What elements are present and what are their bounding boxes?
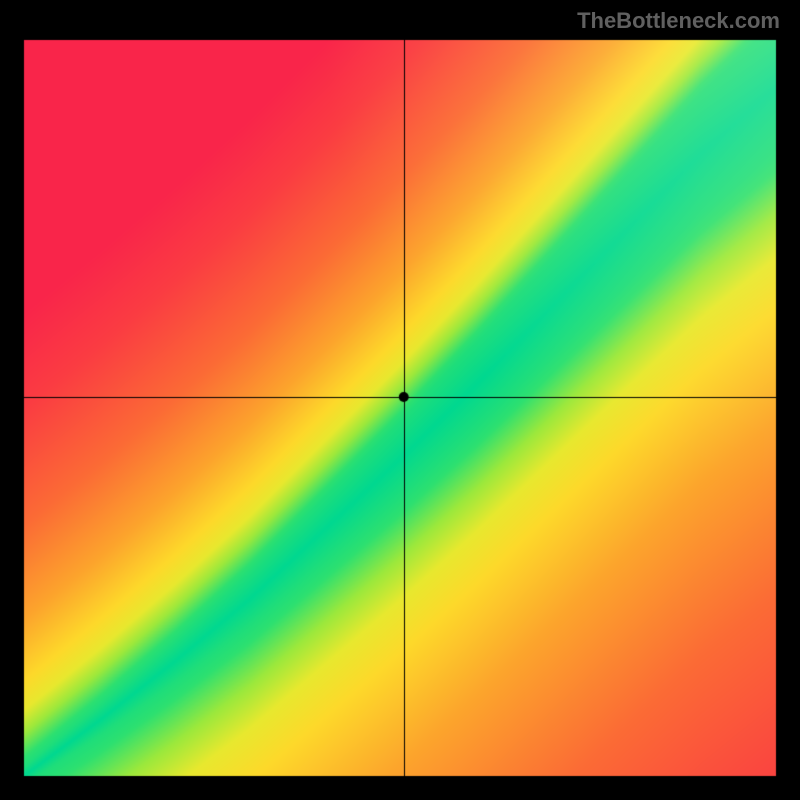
watermark-text: TheBottleneck.com [577, 8, 780, 34]
heatmap-canvas [0, 0, 800, 800]
